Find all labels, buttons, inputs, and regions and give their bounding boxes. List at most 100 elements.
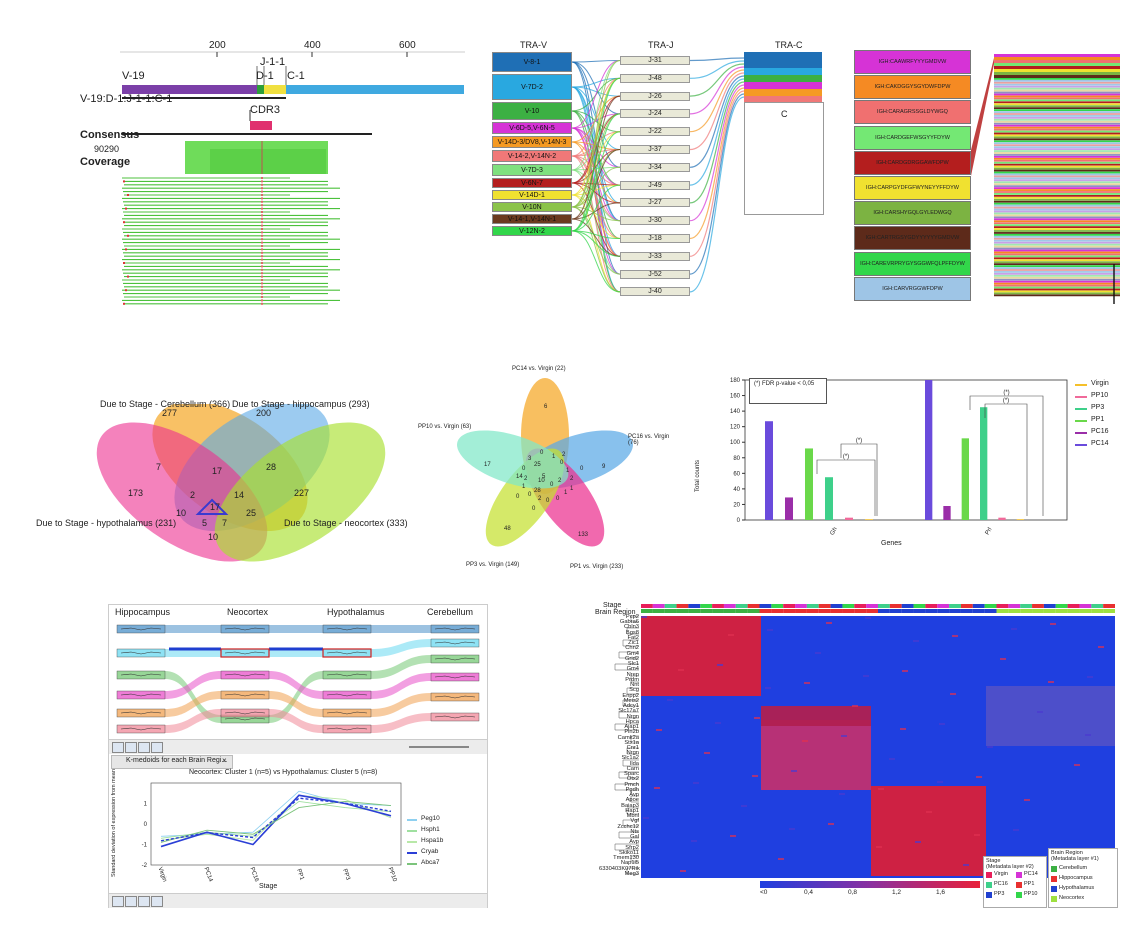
region-legend-title: Brain Region (Metadata layer #1) [1051, 850, 1099, 862]
clonotype-band [994, 66, 1120, 69]
dendrogram-branch [614, 843, 639, 851]
venn5-panel: PC14 vs. Virgin (22) PC16 vs. Virgin (76… [418, 366, 670, 574]
heatmap-cell [1000, 658, 1006, 660]
clonotype-band [994, 103, 1120, 106]
colorbar-tick: 1,6 [936, 889, 946, 896]
toolbar-button[interactable] [151, 742, 163, 753]
vj-flow [571, 184, 621, 196]
cdr3-mark [261, 258, 263, 261]
vj-flow [571, 184, 621, 232]
gene-label: Baiap3 [621, 802, 639, 809]
vj-flow [571, 149, 621, 184]
stage-bar-cell [901, 604, 914, 608]
clonotype-band [994, 185, 1120, 188]
line-toolbar [109, 893, 487, 908]
close-icon[interactable]: × [222, 756, 227, 765]
toolbar-button[interactable] [138, 896, 150, 907]
heatmap-cell [678, 669, 684, 671]
legend-item: Hypothalamus [1051, 885, 1094, 894]
region-bar-cell [972, 609, 985, 613]
heatmap-cell [963, 864, 969, 866]
legend-label: PP3 [994, 891, 1005, 897]
cdr3-mark [261, 268, 263, 271]
gene-label: Enpp2 [622, 692, 639, 699]
cluster-sparkline [224, 717, 266, 721]
kmedoids-tab[interactable]: K-medoids for each Brain Regi... × [111, 755, 233, 769]
venn5-label-pp3: PP3 vs. Virgin (149) [466, 562, 520, 568]
gene-label: Slc17a7 [618, 708, 639, 715]
consensus-label: Consensus [80, 129, 140, 141]
clonotype-svg [971, 54, 1120, 304]
cluster-sparkline [224, 673, 266, 677]
cluster-sparkline [120, 693, 162, 697]
cdr3-mark [261, 265, 263, 268]
venn5-label-pp10: PP10 vs. Virgin (63) [418, 424, 472, 430]
clonotype-band [994, 294, 1120, 297]
clonotype-band [994, 95, 1120, 98]
mismatch-mark [125, 207, 127, 210]
annotation-text: (*) FDR p-value < 0,05 [754, 381, 815, 387]
cluster-sparkline [224, 711, 266, 715]
j-gene-item: J-22 [620, 127, 690, 137]
legend-label: PP10 [1091, 392, 1109, 399]
legend-item: Cryab [407, 848, 477, 858]
region-bar-cell [795, 609, 807, 613]
toolbar-button[interactable] [112, 742, 124, 753]
bar [805, 448, 813, 520]
cluster-sparkline [326, 693, 368, 697]
heatmap-cell [791, 770, 797, 772]
clonotype-band [994, 169, 1120, 172]
venn4-count: 7 [156, 462, 162, 472]
legend-swatch [1075, 384, 1087, 386]
y-tick-label: 40 [733, 487, 740, 493]
toolbar-button[interactable] [125, 742, 137, 753]
gene-label: Gal [630, 834, 639, 841]
legend-swatch [986, 892, 992, 898]
jc-flow [689, 66, 745, 115]
gene-label: Sparc [624, 771, 639, 778]
clonotype-band [994, 267, 1120, 269]
venn4-count: 5 [202, 518, 208, 528]
legend-label: Hypothalamus [1059, 885, 1095, 891]
toolbar-button[interactable] [151, 896, 163, 907]
alluvial-flow [165, 671, 221, 699]
alluvial-flow [165, 625, 221, 633]
zoom-slider[interactable] [409, 746, 469, 748]
toolbar-button[interactable] [125, 896, 137, 907]
cluster-node [322, 670, 372, 680]
legend-item: PP1 [1075, 416, 1135, 426]
v-gene-item: V-7D-3 [492, 164, 572, 176]
significance-bracket [816, 459, 876, 516]
clonotype-band [994, 91, 1120, 94]
venn4-panel: Due to Stage - Cerebellum (366) Due to S… [36, 399, 410, 564]
stage-bar-cell [1043, 604, 1056, 608]
toolbar-button[interactable] [112, 896, 124, 907]
stage-bar-cell [652, 604, 665, 608]
venn5-count: 10 [538, 478, 545, 484]
clonotype-band [994, 163, 1120, 166]
region-bar-cell [700, 609, 713, 613]
heatmap-cell [828, 823, 834, 825]
alluvial-flow [371, 693, 431, 717]
plot-frame [150, 782, 402, 866]
series-line [160, 790, 392, 837]
toolbar-button[interactable] [138, 742, 150, 753]
gene-label: 6330403K07Rik [599, 865, 640, 872]
heatmap-gene-labels: Pcp2 Gabra6 Cbln3 Bgs8 Fat2 Zic1 Chn2 Gm4 Grid2 S… [597, 614, 640, 878]
stage-bar-cell [937, 604, 950, 608]
jc-flow [689, 78, 745, 186]
cdr3-mark [261, 211, 263, 213]
cdr3-mark [261, 228, 263, 230]
alluvial-flow [269, 671, 323, 699]
kmedoids-tab-title: K-medoids for each Brain Regi... [126, 757, 228, 764]
stage-bar-cell [712, 604, 724, 608]
venn4-label-hippocampus: Due to Stage - hippocampus (293) [232, 399, 370, 409]
significance-mark: (*) [856, 438, 862, 444]
legend-label: PP10 [1024, 891, 1038, 897]
heatmap-cell [1037, 711, 1043, 713]
mismatch-mark [127, 234, 129, 237]
clonotype-band [994, 196, 1120, 199]
legend-item: Cerebellum [1051, 865, 1087, 874]
clonotype-band [994, 249, 1120, 252]
region-bar-cell [984, 609, 997, 613]
